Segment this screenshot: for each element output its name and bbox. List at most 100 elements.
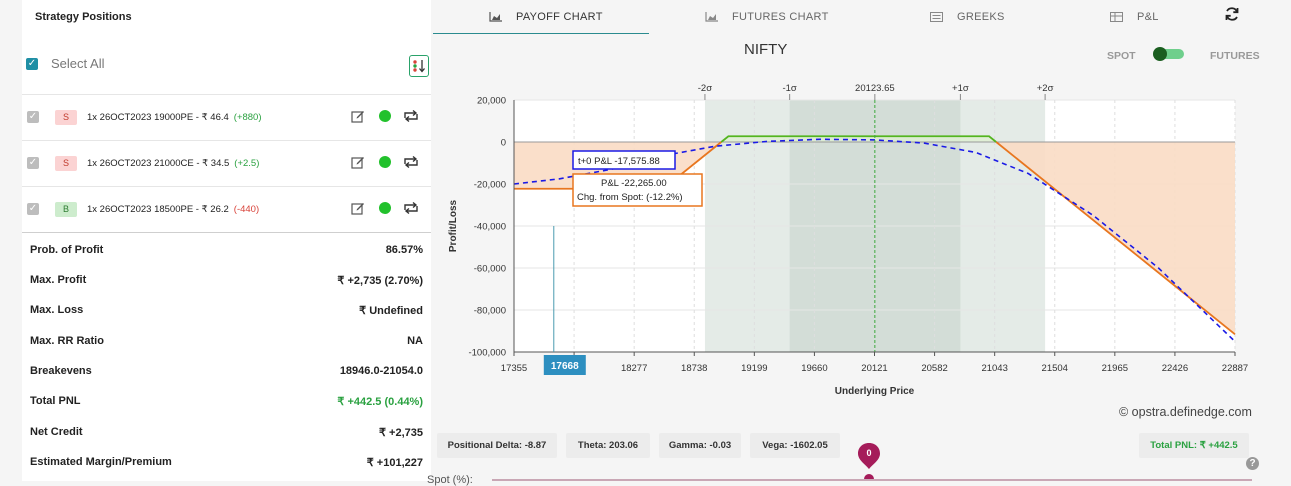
position-change: (+880) xyxy=(233,111,262,123)
metric-total-pnl: Total PNL ₹ +442.5 (0.44%) xyxy=(30,395,423,408)
sigma-label: +2σ xyxy=(1037,83,1054,94)
y-tick-label: 0 xyxy=(501,138,506,149)
cursor-value-label: 17668 xyxy=(551,361,579,372)
position-change: (+2.5) xyxy=(234,157,260,169)
swap-icon[interactable] xyxy=(403,109,419,123)
chart-tabs: PAYOFF CHART FUTURES CHART GREEKS P&L xyxy=(433,0,1273,34)
list-icon xyxy=(930,11,943,22)
select-all-label: Select All xyxy=(51,56,105,71)
swap-icon[interactable] xyxy=(403,155,419,169)
greek-vega: Vega: -1602.05 xyxy=(750,433,840,458)
metric-net-credit: Net Credit ₹ +2,735 xyxy=(30,426,423,439)
position-text: 1x 26OCT2023 21000CE - ₹ 34.5 xyxy=(87,157,230,169)
side-badge: S xyxy=(55,155,77,171)
area-chart-icon xyxy=(489,11,502,22)
toggle-track xyxy=(1159,49,1184,59)
t0-tooltip-text: t+0 P&L -17,575.88 xyxy=(578,156,660,167)
spot-futures-toggle[interactable] xyxy=(1153,47,1184,61)
position-row[interactable]: ✓ S 1x 26OCT2023 21000CE - ₹ 34.5 (+2.5) xyxy=(22,140,431,185)
select-all-toggle[interactable]: ✓ Select All xyxy=(26,56,104,71)
x-tick-label: 21043 xyxy=(981,363,1007,374)
strategy-positions-panel: Strategy Positions ✓ Select All ✓ S 1x 2… xyxy=(22,0,431,481)
refresh-icon[interactable] xyxy=(1224,6,1240,22)
area-chart-icon xyxy=(705,11,718,22)
x-axis-title: Underlying Price xyxy=(835,386,915,397)
sigma-label: -2σ xyxy=(698,83,712,94)
side-badge: S xyxy=(55,109,77,125)
y-tick-label: -100,000 xyxy=(468,348,506,359)
position-checkbox[interactable]: ✓ xyxy=(27,111,39,123)
sigma-label: 20123.65 xyxy=(855,83,895,94)
x-tick-label: 17355 xyxy=(501,363,527,374)
x-tick-label: 19199 xyxy=(741,363,767,374)
tab-pnl[interactable]: P&L xyxy=(1110,0,1159,33)
position-checkbox[interactable]: ✓ xyxy=(27,157,39,169)
y-tick-label: -20,000 xyxy=(474,180,506,191)
chart-title: NIFTY xyxy=(744,41,788,58)
pnl-line-profit xyxy=(720,135,997,143)
metric-max-rr-ratio: Max. RR Ratio NA xyxy=(30,335,423,347)
metric-breakevens: Breakevens 18946.0-21054.0 xyxy=(30,365,423,377)
tab-greeks[interactable]: GREEKS xyxy=(930,0,1005,33)
panel-title: Strategy Positions xyxy=(35,11,132,23)
pnl-line-loss-right xyxy=(995,141,1236,335)
x-tick-label: 20582 xyxy=(921,363,947,374)
edit-icon[interactable] xyxy=(351,109,365,123)
select-all-checkbox[interactable]: ✓ xyxy=(26,57,38,70)
y-tick-label: 20,000 xyxy=(477,96,506,107)
position-row[interactable]: ✓ B 1x 26OCT2023 18500PE - ₹ 26.2 (-440) xyxy=(22,186,431,231)
position-text: 1x 26OCT2023 19000PE - ₹ 46.4 xyxy=(87,111,229,123)
total-pnl-badge: Total PNL: ₹ +442.5 xyxy=(1139,433,1249,458)
sort-icon[interactable] xyxy=(409,55,429,77)
y-tick-label: -80,000 xyxy=(474,306,506,317)
y-axis-title: Profit/Loss xyxy=(448,199,459,252)
x-tick-label: 21965 xyxy=(1102,363,1128,374)
spot-pct-label: Spot (%): xyxy=(427,474,473,486)
spot-label: SPOT xyxy=(1107,50,1136,62)
x-tick-label: 22426 xyxy=(1162,363,1188,374)
tab-payoff-chart[interactable]: PAYOFF CHART xyxy=(489,0,603,33)
x-tick-label: 20121 xyxy=(861,363,887,374)
sigma-label: +1σ xyxy=(952,83,969,94)
spot-pct-slider[interactable] xyxy=(492,479,1252,481)
pl-tooltip-change: Chg. from Spot: (-12.2%) xyxy=(577,192,683,203)
position-row[interactable]: ✓ S 1x 26OCT2023 19000PE - ₹ 46.4 (+880) xyxy=(22,94,431,139)
slider-value-pin-icon xyxy=(858,443,880,481)
x-tick-label: 19660 xyxy=(801,363,827,374)
active-tab-underline xyxy=(433,33,649,34)
side-badge: B xyxy=(55,201,77,217)
y-tick-label: -60,000 xyxy=(474,264,506,275)
greek-theta: Theta: 203.06 xyxy=(566,433,650,458)
x-tick-label: 21504 xyxy=(1042,363,1068,374)
x-tick-label: 18277 xyxy=(621,363,647,374)
payoff-chart[interactable]: -2σ -1σ 20123.65 +1σ +2σ 20,000 0 -20,000 -40,00… xyxy=(434,72,1254,402)
cursor-value-box xyxy=(543,355,586,375)
metric-estimated-margin: Estimated Margin/Premium ₹ +101,227 xyxy=(30,456,423,469)
sigma-label: -1σ xyxy=(782,83,796,94)
slider-value: 0 xyxy=(866,448,872,458)
metric-max-profit: Max. Profit ₹ +2,735 (2.70%) xyxy=(30,274,423,287)
help-icon[interactable]: ? xyxy=(1246,457,1259,470)
swap-icon[interactable] xyxy=(403,201,419,215)
tab-futures-chart[interactable]: FUTURES CHART xyxy=(705,0,829,33)
pl-tooltip-box xyxy=(572,173,703,207)
futures-label: FUTURES xyxy=(1210,50,1260,62)
greek-gamma: Gamma: -0.03 xyxy=(659,433,741,458)
status-dot-icon xyxy=(379,156,391,168)
toggle-knob xyxy=(1153,47,1167,61)
metrics-divider xyxy=(22,232,431,233)
status-dot-icon xyxy=(379,202,391,214)
status-dot-icon xyxy=(379,110,391,122)
position-change: (-440) xyxy=(233,203,260,215)
metric-max-loss: Max. Loss ₹ Undefined xyxy=(30,304,423,317)
table-icon xyxy=(1110,11,1123,22)
t0-pnl-line xyxy=(513,138,1236,343)
position-checkbox[interactable]: ✓ xyxy=(27,203,39,215)
pl-tooltip-text: P&L -22,265.00 xyxy=(601,178,667,189)
edit-icon[interactable] xyxy=(351,201,365,215)
x-tick-label: 18738 xyxy=(681,363,707,374)
position-text: 1x 26OCT2023 18500PE - ₹ 26.2 xyxy=(87,203,229,215)
opstra-credit: © opstra.definedge.com xyxy=(1119,405,1252,419)
metric-prob-of-profit: Prob. of Profit 86.57% xyxy=(30,244,423,256)
edit-icon[interactable] xyxy=(351,155,365,169)
